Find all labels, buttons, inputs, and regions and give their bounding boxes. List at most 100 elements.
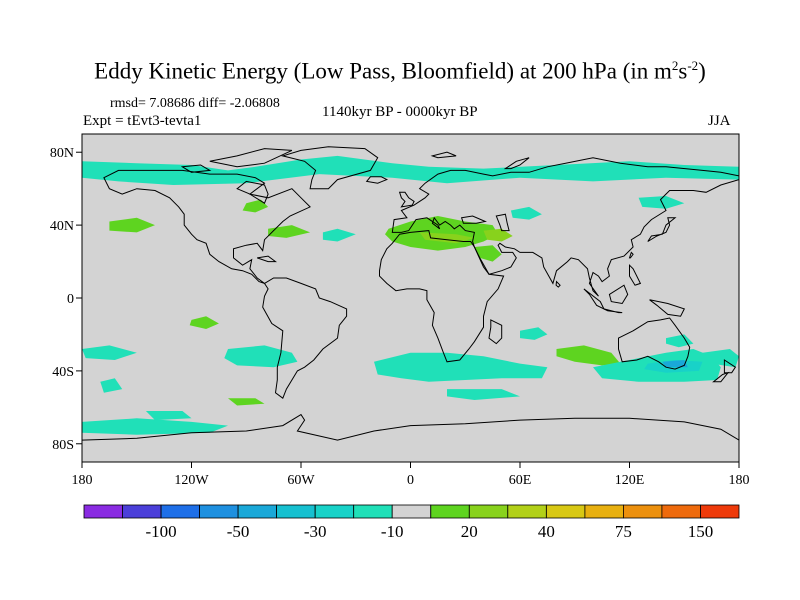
anomaly-region bbox=[82, 418, 228, 435]
lat-tick-label: 80S bbox=[52, 438, 74, 453]
colorbar-swatch bbox=[83, 504, 123, 519]
coastline bbox=[236, 180, 269, 204]
lon-tick-label: 60W bbox=[287, 473, 315, 488]
colorbar-swatch bbox=[468, 504, 509, 519]
colorbar-label: 20 bbox=[461, 522, 478, 541]
coastline bbox=[257, 255, 278, 263]
anomaly-region bbox=[374, 352, 548, 382]
lat-tick-label: 40N bbox=[50, 219, 74, 234]
anomaly-region bbox=[483, 228, 513, 242]
anomaly-region bbox=[82, 155, 739, 185]
colorbar-swatch bbox=[623, 504, 663, 519]
anomaly-region bbox=[556, 345, 621, 366]
anomaly-region bbox=[474, 245, 502, 262]
colorbar-swatch bbox=[507, 504, 547, 519]
coastline bbox=[262, 277, 348, 399]
map-background bbox=[82, 134, 739, 462]
anomaly-region bbox=[189, 316, 219, 329]
anomaly-region bbox=[268, 225, 311, 238]
experiment-label: Expt = tEvt3-tevta1 bbox=[83, 113, 202, 129]
anomaly-region bbox=[100, 378, 123, 393]
coastline bbox=[209, 148, 293, 168]
chart-title: Eddy Kinetic Energy (Low Pass, Bloomfiel… bbox=[94, 58, 706, 84]
coastline bbox=[495, 213, 510, 232]
anomaly-region bbox=[242, 199, 269, 213]
lon-tick-label: 180 bbox=[729, 473, 750, 488]
coastline bbox=[608, 284, 629, 305]
anomaly-region bbox=[322, 228, 356, 242]
coastline bbox=[488, 319, 503, 345]
map-panel bbox=[81, 133, 740, 463]
coastline bbox=[628, 251, 634, 259]
anomaly-region bbox=[662, 360, 688, 368]
coastline bbox=[712, 371, 730, 383]
colorbar-swatch bbox=[199, 504, 239, 519]
anomaly-region bbox=[228, 398, 265, 406]
coastline bbox=[583, 288, 605, 310]
coastline bbox=[82, 413, 739, 462]
colorbar-swatch bbox=[661, 504, 701, 519]
colorbar-swatch bbox=[276, 504, 316, 519]
coastline bbox=[391, 157, 739, 297]
colorbar-label: 40 bbox=[538, 522, 555, 541]
colorbar-swatch bbox=[122, 504, 162, 519]
coastline bbox=[618, 317, 691, 370]
coastline bbox=[180, 164, 212, 173]
colorbar-label: -50 bbox=[227, 522, 250, 541]
colorbar-swatch bbox=[430, 504, 470, 519]
anomaly-region bbox=[520, 327, 548, 340]
coastline bbox=[398, 191, 415, 208]
coastline bbox=[603, 308, 623, 314]
anomaly-region bbox=[337, 161, 393, 171]
colorbar-swatch bbox=[546, 504, 586, 519]
anomaly-region bbox=[510, 206, 542, 220]
anomaly-region bbox=[419, 232, 475, 244]
coastline bbox=[723, 359, 737, 374]
coastline bbox=[503, 157, 530, 170]
colorbar-swatch bbox=[160, 504, 201, 519]
lon-tick-label: 0 bbox=[407, 473, 414, 488]
anomaly-region bbox=[82, 345, 137, 360]
lon-tick-label: 60E bbox=[509, 473, 532, 488]
colorbar-label: -10 bbox=[381, 522, 404, 541]
colorbar-swatch bbox=[237, 504, 278, 519]
coastlines bbox=[82, 146, 739, 462]
anomaly-region bbox=[447, 389, 520, 400]
coastline bbox=[430, 151, 457, 159]
anomaly-layer bbox=[82, 155, 739, 435]
lat-tick-label: 40S bbox=[52, 365, 74, 380]
stats-label: rmsd= 7.08686 diff= -2.06808 bbox=[110, 96, 280, 111]
colorbar-label: -30 bbox=[304, 522, 327, 541]
colorbar-swatch bbox=[391, 504, 432, 519]
colorbar-swatch bbox=[584, 504, 624, 519]
coastline bbox=[379, 230, 505, 363]
coastline bbox=[647, 217, 677, 242]
lat-tick-label: 0 bbox=[67, 292, 74, 307]
colorbar-swatch bbox=[353, 504, 393, 519]
coastline bbox=[555, 280, 561, 288]
coastline bbox=[103, 169, 311, 284]
colorbar-label: 150 bbox=[688, 522, 714, 541]
coastline bbox=[365, 176, 389, 184]
anomaly-region bbox=[109, 217, 155, 233]
colorbar-swatch bbox=[700, 504, 740, 519]
colorbar-label: -100 bbox=[146, 522, 177, 541]
anomaly-region bbox=[702, 349, 739, 368]
anomaly-region bbox=[145, 411, 192, 421]
period-label: 1140kyr BP - 0000kyr BP bbox=[322, 104, 478, 120]
colorbar-swatch bbox=[314, 504, 355, 519]
colorbar: -100 -50 -30 -10 20 40 75 150 bbox=[83, 504, 740, 541]
lon-tick-label: 120W bbox=[174, 473, 209, 488]
lat-tick-label: 80N bbox=[50, 146, 74, 161]
coastline bbox=[649, 299, 686, 317]
anomaly-region bbox=[666, 334, 694, 348]
coastline bbox=[460, 215, 487, 224]
coastline bbox=[280, 146, 379, 190]
latitude-axis: 80N 40N 0 40S 80S bbox=[50, 146, 82, 453]
longitude-axis: 180 120W 60W 0 60E 120E 180 bbox=[72, 462, 750, 488]
lon-tick-label: 180 bbox=[72, 473, 93, 488]
coastline bbox=[629, 263, 642, 286]
season-label: JJA bbox=[708, 113, 731, 129]
colorbar-label: 75 bbox=[615, 522, 632, 541]
